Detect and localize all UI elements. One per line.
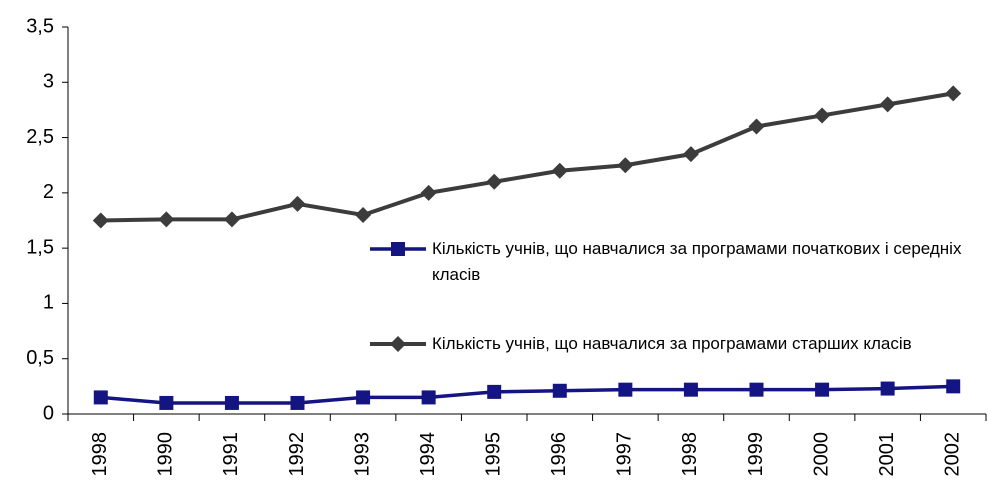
series-line xyxy=(100,91,954,223)
marker-square xyxy=(880,381,895,396)
marker-square xyxy=(815,382,830,397)
y-tick-label: 2 xyxy=(43,181,54,203)
series-line xyxy=(100,384,954,405)
marker-diamond xyxy=(682,146,699,163)
legend-label: Кількість учнів, що навчалися за програм… xyxy=(432,239,962,284)
marker-square xyxy=(487,384,502,399)
marker-diamond xyxy=(92,212,109,229)
marker-diamond xyxy=(814,107,831,124)
marker-square xyxy=(421,390,436,405)
marker-square xyxy=(749,382,764,397)
x-tick-label: 1994 xyxy=(417,432,439,477)
marker-diamond xyxy=(617,157,634,174)
marker-diamond xyxy=(355,206,372,223)
marker-diamond xyxy=(486,173,503,190)
marker-square xyxy=(946,379,961,394)
y-tick-label: 3 xyxy=(43,71,54,93)
marker-square xyxy=(290,395,305,410)
y-tick-label: 0 xyxy=(43,402,54,424)
x-tick-label: 2000 xyxy=(810,432,832,477)
marker-diamond xyxy=(158,211,175,228)
x-tick-label: 1991 xyxy=(220,432,242,477)
x-tick-label: 1999 xyxy=(745,432,767,477)
marker-square xyxy=(224,395,239,410)
y-tick-label: 1,5 xyxy=(26,236,54,258)
marker-diamond xyxy=(289,195,306,212)
marker-diamond xyxy=(223,211,240,228)
y-tick-label: 3,5 xyxy=(26,15,54,37)
marker-square xyxy=(93,390,108,405)
marker-diamond xyxy=(420,184,437,201)
x-tick-label: 1996 xyxy=(548,432,570,477)
marker-diamond xyxy=(748,118,765,135)
x-tick-label: 2001 xyxy=(876,432,898,477)
marker-diamond xyxy=(879,96,896,113)
marker-square xyxy=(159,395,174,410)
x-tick-label: 1993 xyxy=(351,432,373,477)
marker-square xyxy=(683,382,698,397)
marker-diamond xyxy=(945,85,962,102)
y-tick-label: 2,5 xyxy=(26,126,54,148)
x-tick-label: 2002 xyxy=(941,432,963,477)
legend-label: Кількість учнів, що навчалися за програм… xyxy=(432,334,912,353)
marker-square xyxy=(618,382,633,397)
marker-diamond xyxy=(551,162,568,179)
x-tick-label: 1998 xyxy=(89,432,111,477)
marker-square xyxy=(552,383,567,398)
marker-square xyxy=(391,242,405,256)
x-tick-label: 1998 xyxy=(679,432,701,477)
x-tick-label: 1992 xyxy=(286,432,308,477)
x-tick-label: 1997 xyxy=(614,432,636,477)
marker-square xyxy=(356,390,371,405)
x-tick-label: 1990 xyxy=(155,432,177,477)
x-tick-label: 1995 xyxy=(482,432,504,477)
y-tick-label: 0,5 xyxy=(26,347,54,369)
y-tick-label: 1 xyxy=(43,292,54,314)
marker-diamond xyxy=(390,336,406,352)
